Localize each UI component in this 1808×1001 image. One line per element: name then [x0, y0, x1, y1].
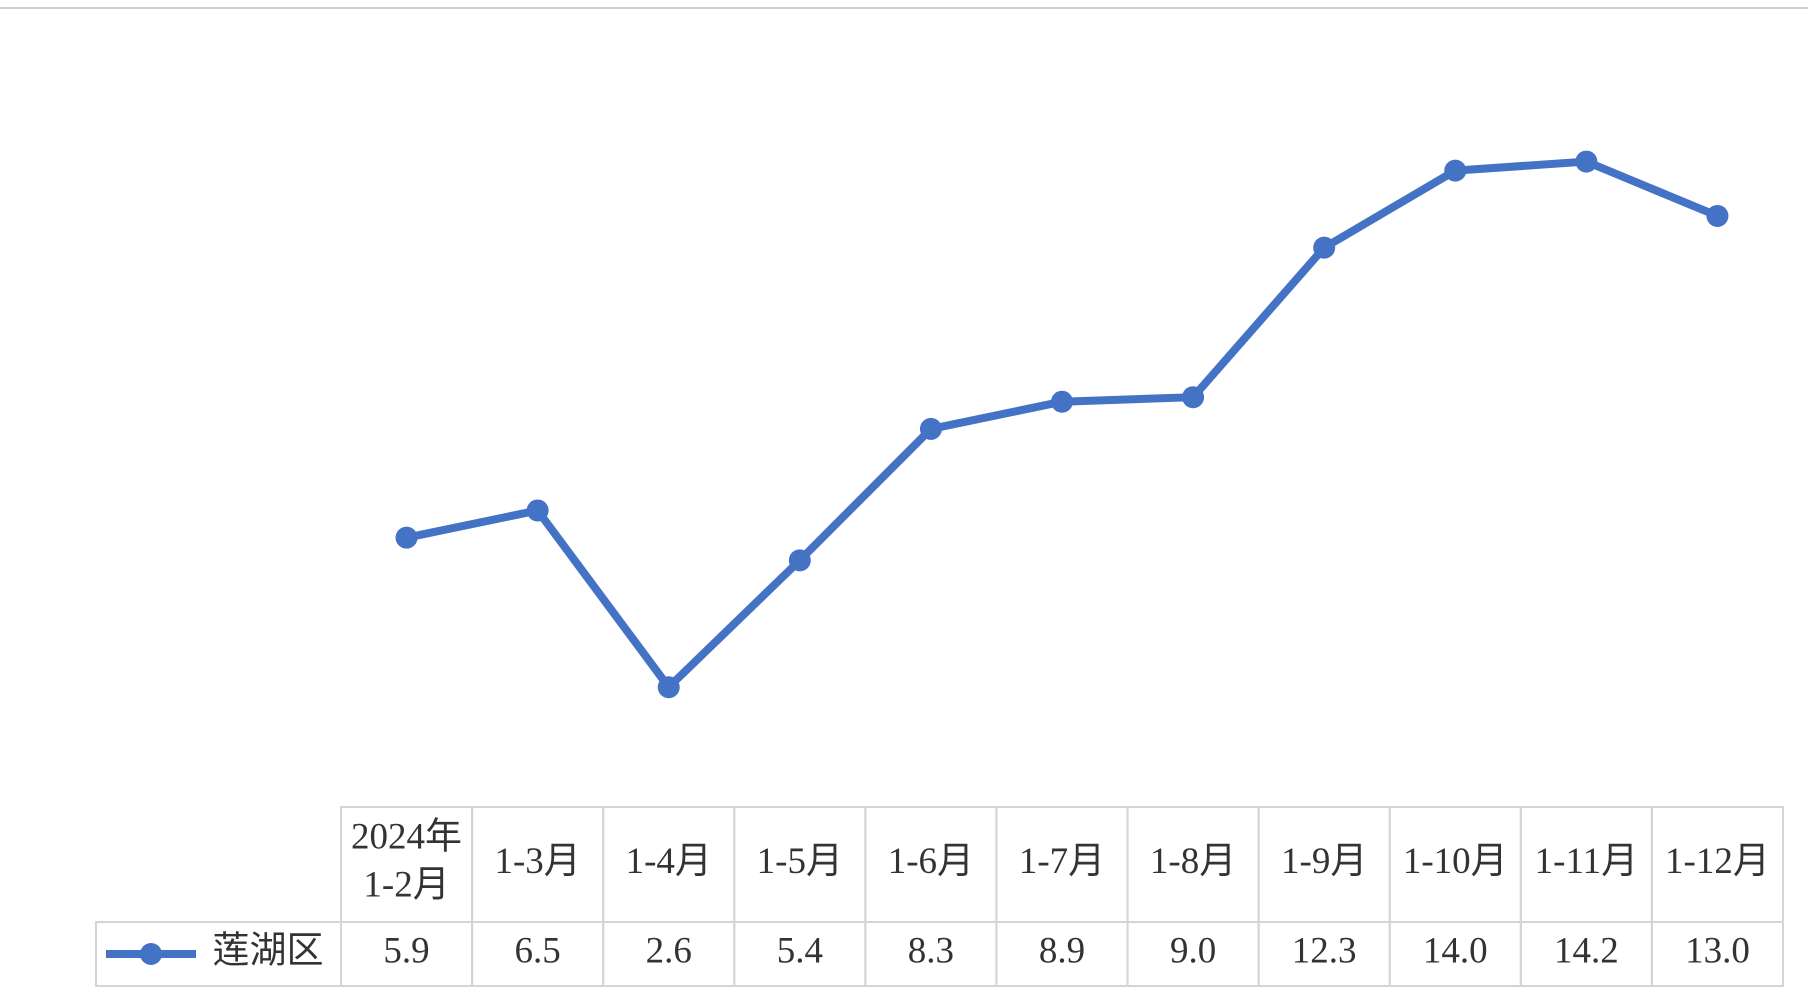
value-label: 13.0 — [1685, 930, 1750, 971]
category-label: 1-10月 — [1403, 841, 1508, 882]
legend-label: 莲湖区 — [213, 930, 324, 971]
point — [657, 676, 680, 699]
point — [395, 526, 418, 549]
point — [919, 417, 942, 440]
point — [1182, 386, 1205, 409]
series-line — [405, 157, 1719, 692]
category-label: 1-6月 — [888, 841, 974, 882]
category-label: 1-4月 — [626, 841, 712, 882]
category-label: 1-3月 — [494, 841, 580, 882]
category-label: 1-7月 — [1019, 841, 1105, 882]
point — [1313, 236, 1336, 259]
value-label: 2.6 — [646, 930, 692, 971]
category-label: 1-9月 — [1281, 841, 1367, 882]
point — [1706, 204, 1729, 227]
point — [1444, 159, 1467, 182]
value-label: 8.9 — [1039, 930, 1085, 971]
point — [788, 549, 811, 572]
category-label: 1-8月 — [1150, 841, 1236, 882]
value-label: 14.0 — [1423, 930, 1488, 971]
category-label: 1-11月 — [1535, 841, 1638, 882]
value-label: 8.3 — [908, 930, 954, 971]
category-label: 1-5月 — [757, 841, 843, 882]
category-label: 2024年 1-2月 — [351, 816, 462, 906]
category-label: 1-12月 — [1665, 841, 1770, 882]
value-label: 6.5 — [515, 930, 561, 971]
value-label: 9.0 — [1170, 930, 1216, 971]
table-cell — [1650, 921, 1784, 987]
point — [1575, 150, 1598, 173]
value-label: 5.4 — [777, 930, 823, 971]
value-label: 5.9 — [383, 930, 429, 971]
value-label: 14.2 — [1554, 930, 1619, 971]
legend-marker — [140, 943, 162, 965]
value-label: 12.3 — [1292, 930, 1357, 971]
point — [526, 499, 549, 522]
point — [1051, 390, 1073, 413]
